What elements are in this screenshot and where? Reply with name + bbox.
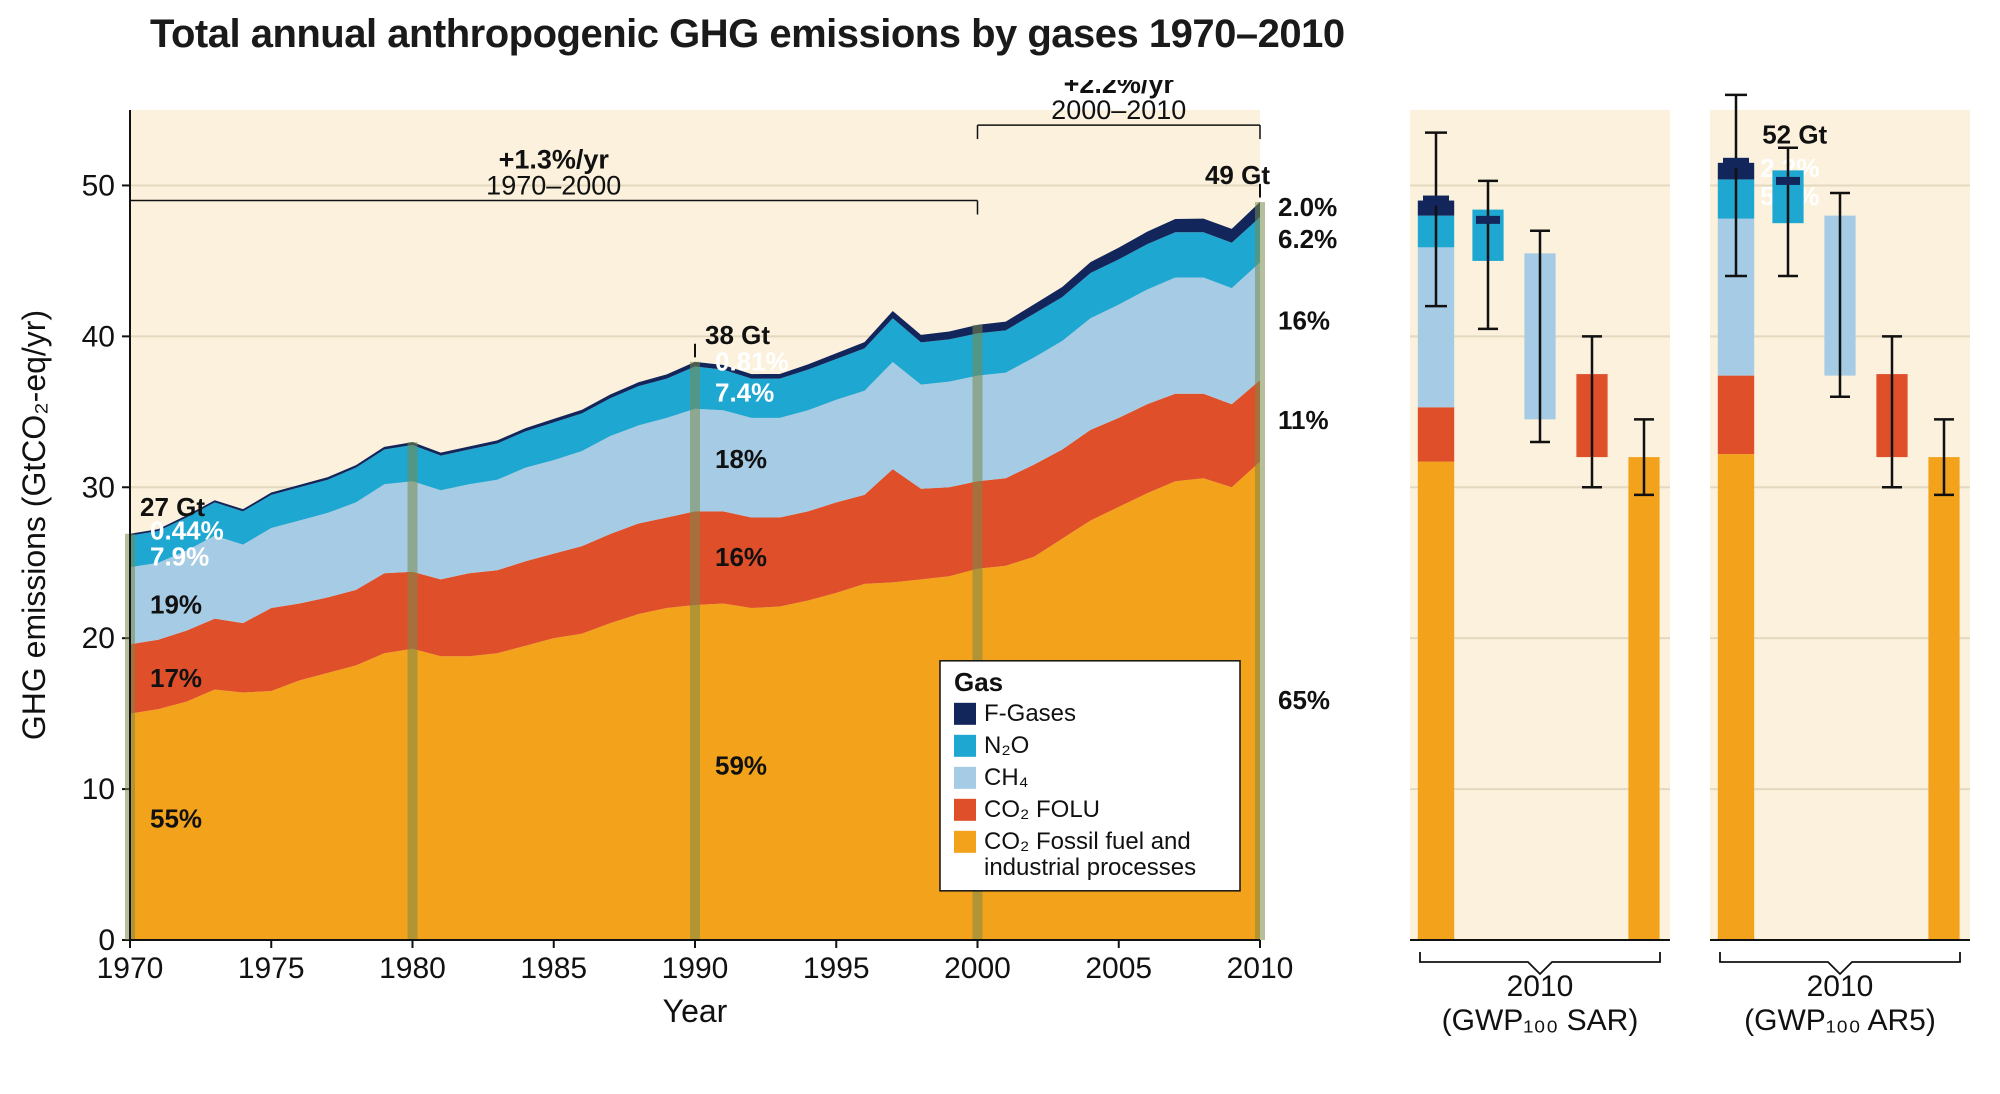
svg-text:CH₄: CH₄ <box>984 764 1028 791</box>
svg-text:(GWP₁₀₀ SAR): (GWP₁₀₀ SAR) <box>1442 1004 1639 1037</box>
svg-text:40: 40 <box>82 320 115 353</box>
svg-text:11%: 11% <box>1278 405 1329 435</box>
svg-text:0.81%: 0.81% <box>715 347 789 377</box>
svg-text:1985: 1985 <box>520 952 587 985</box>
svg-text:1970: 1970 <box>97 952 164 985</box>
svg-text:6.2%: 6.2% <box>1278 224 1337 254</box>
svg-text:Year: Year <box>663 993 728 1029</box>
svg-text:19%: 19% <box>150 590 202 620</box>
svg-text:1995: 1995 <box>803 952 870 985</box>
svg-text:2005: 2005 <box>1085 952 1152 985</box>
svg-text:1975: 1975 <box>238 952 305 985</box>
svg-text:65%: 65% <box>1278 685 1330 715</box>
svg-text:F-Gases: F-Gases <box>984 700 1076 727</box>
bar-panel-sar: 2010(GWP₁₀₀ SAR) <box>1410 80 1680 1040</box>
svg-text:7.9%: 7.9% <box>150 541 209 571</box>
svg-text:1990: 1990 <box>662 952 729 985</box>
chart-title: Total annual anthropogenic GHG emissions… <box>150 12 1345 57</box>
svg-text:16%: 16% <box>715 542 767 572</box>
svg-text:10: 10 <box>82 773 115 806</box>
bar-panel-ar5: 52 Gt2.2%5.0%20%10%62%2010(GWP₁₀₀ AR5)2.… <box>1710 80 1980 1040</box>
svg-text:30: 30 <box>82 471 115 504</box>
svg-text:20: 20 <box>82 622 115 655</box>
svg-text:49 Gt: 49 Gt <box>1205 160 1270 190</box>
svg-text:7.4%: 7.4% <box>715 378 774 408</box>
svg-text:2010: 2010 <box>1227 952 1294 985</box>
svg-text:38 Gt: 38 Gt <box>705 320 770 350</box>
svg-text:CO₂ FOLU: CO₂ FOLU <box>984 796 1100 823</box>
svg-text:2.0%: 2.0% <box>1278 192 1337 222</box>
svg-text:Gas: Gas <box>954 667 1003 697</box>
svg-text:50: 50 <box>82 169 115 202</box>
svg-text:55%: 55% <box>150 803 202 833</box>
svg-text:59%: 59% <box>715 750 767 780</box>
svg-text:18%: 18% <box>715 444 767 474</box>
svg-text:2010: 2010 <box>1807 970 1874 1003</box>
svg-text:17%: 17% <box>150 663 202 693</box>
svg-text:industrial processes: industrial processes <box>984 854 1196 881</box>
svg-text:1970–2000: 1970–2000 <box>486 171 621 201</box>
svg-text:2010: 2010 <box>1507 970 1574 1003</box>
main-chart: 0102030405019701975198019851990199520002… <box>0 80 1380 1040</box>
svg-text:1980: 1980 <box>379 952 446 985</box>
svg-text:N₂O: N₂O <box>984 732 1029 759</box>
svg-text:2000: 2000 <box>944 952 1011 985</box>
svg-text:(GWP₁₀₀ AR5): (GWP₁₀₀ AR5) <box>1744 1004 1936 1037</box>
svg-text:2000–2010: 2000–2010 <box>1051 95 1186 125</box>
svg-text:GHG emissions (GtCO₂-eq/yr): GHG emissions (GtCO₂-eq/yr) <box>16 310 52 740</box>
svg-text:16%: 16% <box>1278 305 1330 335</box>
svg-text:CO₂ Fossil fuel and: CO₂ Fossil fuel and <box>984 828 1191 855</box>
svg-text:52 Gt: 52 Gt <box>1762 119 1827 149</box>
